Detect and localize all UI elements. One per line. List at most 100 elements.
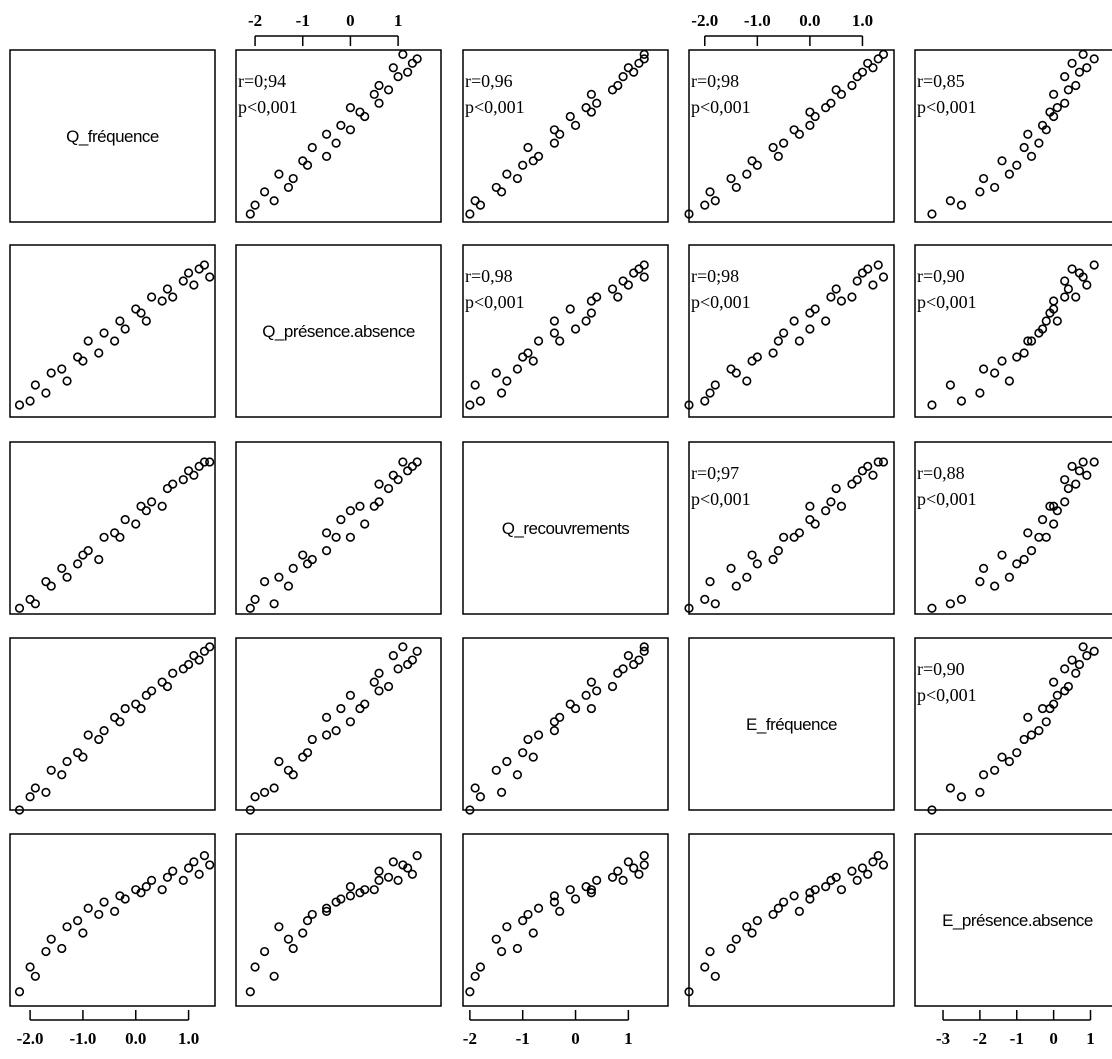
point — [1063, 85, 1073, 95]
point — [30, 599, 40, 609]
point — [607, 872, 618, 882]
point — [260, 577, 270, 587]
point — [512, 364, 523, 374]
point — [99, 328, 109, 338]
point — [810, 111, 820, 122]
correlation-r: r=0,90 — [917, 659, 965, 679]
point — [975, 388, 985, 398]
point — [475, 396, 486, 406]
point — [199, 457, 210, 467]
point — [512, 943, 523, 954]
point — [639, 272, 649, 282]
point — [168, 479, 178, 489]
point — [945, 783, 955, 793]
point — [407, 655, 417, 665]
point — [857, 268, 868, 278]
correlation-p: p<0,001 — [691, 489, 751, 509]
point — [407, 58, 417, 68]
point — [1060, 664, 1070, 674]
point — [1004, 756, 1014, 767]
point — [205, 860, 215, 870]
point — [1082, 280, 1092, 290]
point — [470, 380, 480, 390]
point — [528, 156, 538, 166]
point — [383, 872, 394, 882]
point — [857, 67, 868, 77]
point — [1037, 703, 1048, 714]
point — [298, 156, 308, 166]
point — [794, 336, 804, 346]
point — [821, 316, 831, 326]
point — [705, 946, 715, 957]
point — [491, 934, 501, 944]
point — [586, 308, 596, 318]
point — [1067, 58, 1077, 68]
point — [62, 756, 72, 767]
point — [360, 699, 370, 709]
point — [331, 532, 341, 542]
tick-label: 1.0 — [852, 11, 873, 30]
point — [810, 519, 820, 529]
point — [623, 63, 633, 73]
panel — [235, 244, 442, 418]
point — [742, 376, 752, 386]
point — [634, 58, 644, 68]
point — [821, 506, 831, 516]
point — [639, 260, 649, 270]
point — [747, 356, 757, 366]
point — [78, 550, 88, 560]
point — [1060, 497, 1070, 507]
point — [136, 703, 146, 714]
point — [1012, 352, 1022, 362]
point — [94, 348, 104, 358]
point — [639, 646, 649, 656]
point — [41, 577, 51, 587]
point — [99, 726, 109, 736]
point — [374, 80, 384, 91]
point — [1026, 151, 1037, 161]
point — [586, 677, 596, 687]
point — [863, 869, 873, 879]
tick-label: 1 — [1086, 1029, 1095, 1048]
point — [752, 559, 762, 569]
point — [821, 881, 831, 892]
point — [997, 156, 1007, 166]
point — [1052, 316, 1062, 326]
point — [586, 885, 596, 895]
point — [700, 396, 710, 406]
point — [298, 550, 308, 560]
point — [945, 599, 955, 609]
point — [533, 151, 544, 161]
point — [250, 200, 260, 210]
point — [94, 909, 104, 920]
point — [789, 532, 799, 542]
point — [773, 903, 783, 913]
point — [1082, 63, 1092, 73]
panel — [235, 441, 442, 615]
panel — [462, 441, 669, 615]
point — [470, 196, 480, 206]
point — [269, 196, 279, 206]
point — [374, 98, 384, 108]
point — [565, 885, 575, 895]
point — [752, 916, 762, 926]
point — [1067, 461, 1077, 471]
point — [978, 364, 989, 374]
point — [141, 690, 151, 700]
point — [731, 934, 741, 944]
point — [345, 690, 356, 700]
point — [470, 971, 480, 981]
point — [618, 875, 628, 886]
point — [283, 765, 294, 775]
point — [978, 173, 989, 184]
point — [99, 532, 109, 542]
panel — [914, 49, 1112, 223]
point — [283, 182, 294, 193]
point — [618, 276, 628, 286]
point — [1037, 120, 1048, 130]
tick-label: -2.0 — [17, 1029, 44, 1048]
point — [115, 532, 125, 542]
point — [533, 903, 544, 913]
correlation-p: p<0,001 — [691, 292, 751, 312]
